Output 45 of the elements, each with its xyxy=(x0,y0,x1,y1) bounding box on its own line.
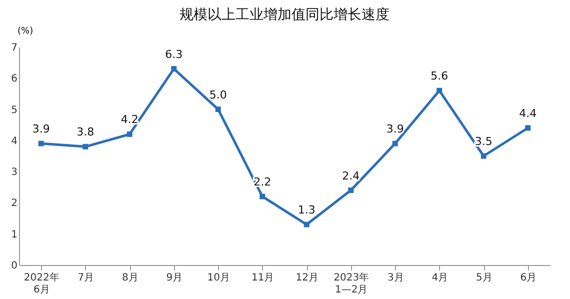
text: 2.4 xyxy=(342,169,360,182)
x-tick-label: 7月 xyxy=(78,272,94,284)
y-tick-label: 5 xyxy=(11,104,18,116)
y-tick-label: 2 xyxy=(11,198,18,210)
x-tick-label: 12月 xyxy=(296,272,318,284)
x-tick-label: 5月 xyxy=(476,272,492,284)
point xyxy=(304,222,310,228)
y-tick-label: 4 xyxy=(11,136,18,147)
x-tick-label: 4月 xyxy=(432,272,448,284)
chart-title: 规模以上工业增加值同比增长速度 xyxy=(180,7,390,23)
point xyxy=(126,131,132,137)
text: 4.4 xyxy=(519,106,537,120)
x-tick-label: 2023年 1—2月 xyxy=(334,272,370,296)
y-tick-label: 3 xyxy=(11,167,18,178)
point xyxy=(82,144,88,150)
text: 3.9 xyxy=(32,122,50,136)
point xyxy=(171,66,177,72)
point xyxy=(38,140,44,146)
y-tick-label: 7 xyxy=(11,42,18,54)
text: 5.6 xyxy=(430,70,448,83)
point xyxy=(392,140,398,146)
x-tick-label: 11月 xyxy=(252,272,274,284)
point xyxy=(348,188,354,193)
x-tick-label: 9月 xyxy=(166,272,183,284)
point xyxy=(480,153,486,159)
point xyxy=(260,194,266,200)
text: 3.9 xyxy=(386,122,404,136)
y-tick-label: 0 xyxy=(11,260,18,272)
text: 3.8 xyxy=(76,126,94,139)
x-tick-label: 2022年 6月 xyxy=(24,272,60,296)
y-axis-title: (%) xyxy=(18,26,34,36)
point xyxy=(436,88,442,94)
x-tick-label: 10月 xyxy=(207,272,230,284)
y-tick-label: 6 xyxy=(11,74,18,85)
text: 1.3 xyxy=(298,204,316,217)
text: 6.3 xyxy=(165,48,183,61)
point xyxy=(525,125,531,131)
text: 3.5 xyxy=(474,135,492,148)
x-tick-label: 3月 xyxy=(387,272,404,284)
y-tick-label: 1 xyxy=(11,229,18,240)
text: 5.0 xyxy=(209,88,227,102)
x-tick-label: 8月 xyxy=(122,272,138,284)
x-tick-label: 6月 xyxy=(520,272,537,284)
text: 4.2 xyxy=(120,113,138,126)
point xyxy=(215,106,221,112)
